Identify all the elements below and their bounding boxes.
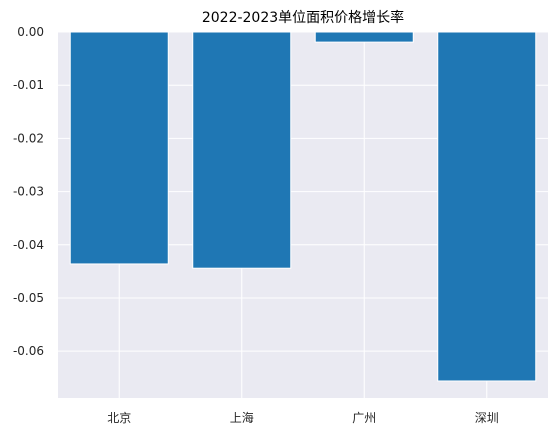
y-tick-label: -0.05 bbox=[13, 291, 44, 305]
bar-3 bbox=[437, 31, 537, 382]
y-tick-label: -0.04 bbox=[13, 238, 44, 252]
y-tick-label: -0.03 bbox=[13, 185, 44, 199]
bar-1 bbox=[192, 31, 292, 269]
x-tick-label: 北京 bbox=[107, 411, 131, 425]
x-tick-label: 上海 bbox=[230, 410, 254, 425]
chart-title: 2022-2023单位面积价格增长率 bbox=[202, 9, 404, 26]
x-axis-ticks: 北京 上海 广州 深圳 bbox=[107, 410, 499, 425]
bar-2 bbox=[314, 31, 414, 43]
bar-0 bbox=[69, 31, 169, 265]
y-tick-label: 0.00 bbox=[17, 25, 44, 39]
y-tick-label: -0.02 bbox=[13, 131, 44, 145]
y-tick-label: -0.01 bbox=[13, 78, 44, 92]
y-axis-ticks: 0.00 -0.01 -0.02 -0.03 -0.04 -0.05 -0.06 bbox=[13, 25, 44, 358]
bars bbox=[69, 31, 537, 382]
y-tick-label: -0.06 bbox=[13, 344, 44, 358]
x-tick-label: 深圳 bbox=[475, 411, 499, 425]
x-tick-label: 广州 bbox=[352, 411, 376, 425]
